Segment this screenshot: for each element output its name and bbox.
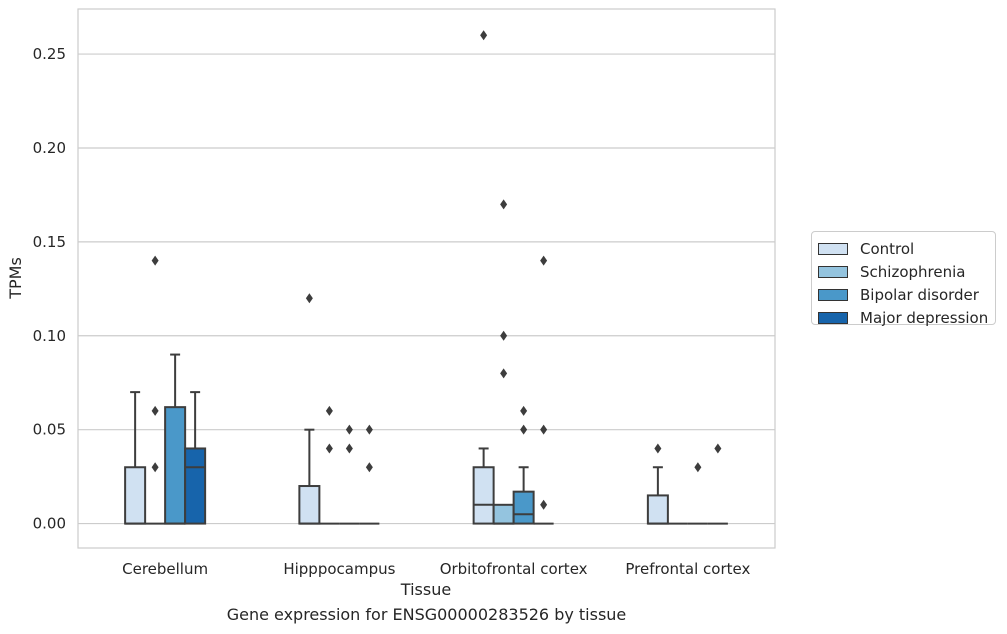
box-schizophrenia <box>492 199 515 525</box>
outlier-point <box>540 499 548 510</box>
y-tick-label: 0.00 <box>33 515 66 533</box>
legend-item: Major depression <box>818 306 995 329</box>
outlier-point <box>480 30 488 41</box>
legend-swatch <box>818 265 848 278</box>
legend-swatch <box>818 288 848 301</box>
chart-caption: Gene expression for ENSG00000283526 by t… <box>226 605 627 624</box>
box-body <box>184 447 207 525</box>
box-control <box>646 443 669 525</box>
y-tick-label: 0.20 <box>33 139 66 157</box>
outlier-point <box>500 330 508 341</box>
box-body <box>298 485 321 525</box>
outlier-point <box>500 368 508 379</box>
x-axis-title: Tissue <box>400 580 451 599</box>
x-tick-label: Cerebellum <box>122 560 208 578</box>
x-tick-label: Prefrontal cortex <box>625 560 750 578</box>
outlier-point <box>540 424 548 435</box>
outlier-point <box>325 443 333 454</box>
outlier-point <box>694 462 702 473</box>
outlier-point <box>365 424 373 435</box>
box-control <box>124 391 147 525</box>
x-tick-label: Hipppocampus <box>283 560 395 578</box>
y-tick-label: 0.25 <box>33 45 66 63</box>
legend-item: Schizophrenia <box>818 260 995 283</box>
box-body <box>472 466 495 525</box>
outlier-point <box>151 462 159 473</box>
outlier-point <box>520 424 528 435</box>
outlier-point <box>151 255 159 266</box>
y-tick-label: 0.15 <box>33 233 66 251</box>
box-body <box>492 503 515 525</box>
box-bipolar-disorder <box>512 405 535 525</box>
legend-label: Bipolar disorder <box>860 285 979 304</box>
outlier-point <box>325 405 333 416</box>
x-axis-ticks: Cerebellum Hipppocampus Orbitofrontal cort… <box>122 560 750 578</box>
outlier-point <box>345 443 353 454</box>
box-body <box>124 466 147 525</box>
y-tick-label: 0.10 <box>33 327 66 345</box>
legend-label: Control <box>860 239 915 258</box>
outlier-point <box>540 255 548 266</box>
outlier-point <box>365 462 373 473</box>
box-bipolar-disorder <box>339 424 360 525</box>
outlier-point <box>151 405 159 416</box>
box-body <box>646 494 669 525</box>
box-body <box>512 490 535 525</box>
box-control <box>298 293 321 525</box>
box-major-depression <box>707 443 728 525</box>
legend-swatch <box>818 242 848 255</box>
box-bipolar-disorder <box>164 353 187 525</box>
legend-label: Major depression <box>860 308 989 327</box>
y-axis-ticks: 0.00 0.05 0.10 0.15 0.20 0.25 <box>33 45 66 533</box>
outlier-point <box>500 199 508 210</box>
box-body <box>164 406 187 525</box>
plot-area <box>77 8 776 549</box>
outlier-point <box>305 293 313 304</box>
outlier-point <box>520 405 528 416</box>
legend-swatch <box>818 311 848 324</box>
box-control <box>472 30 495 525</box>
box-major-depression <box>533 255 554 525</box>
outlier-point <box>714 443 722 454</box>
outlier-point <box>654 443 662 454</box>
x-tick-label: Orbitofrontal cortex <box>440 560 588 578</box>
box-schizophrenia <box>319 405 340 525</box>
legend-item: Control <box>818 237 995 260</box>
box-schizophrenia <box>145 255 166 525</box>
box-major-depression <box>359 424 380 525</box>
y-axis-title: TPMs <box>6 257 25 300</box>
legend-label: Schizophrenia <box>860 262 966 281</box>
box-major-depression <box>184 391 207 525</box>
box-bipolar-disorder <box>687 462 708 525</box>
outlier-point <box>345 424 353 435</box>
boxes <box>124 30 728 525</box>
legend: Control Schizophrenia Bipolar disorder Majo… <box>811 231 996 327</box>
y-tick-label: 0.05 <box>33 421 66 439</box>
legend-item: Bipolar disorder <box>818 283 995 306</box>
